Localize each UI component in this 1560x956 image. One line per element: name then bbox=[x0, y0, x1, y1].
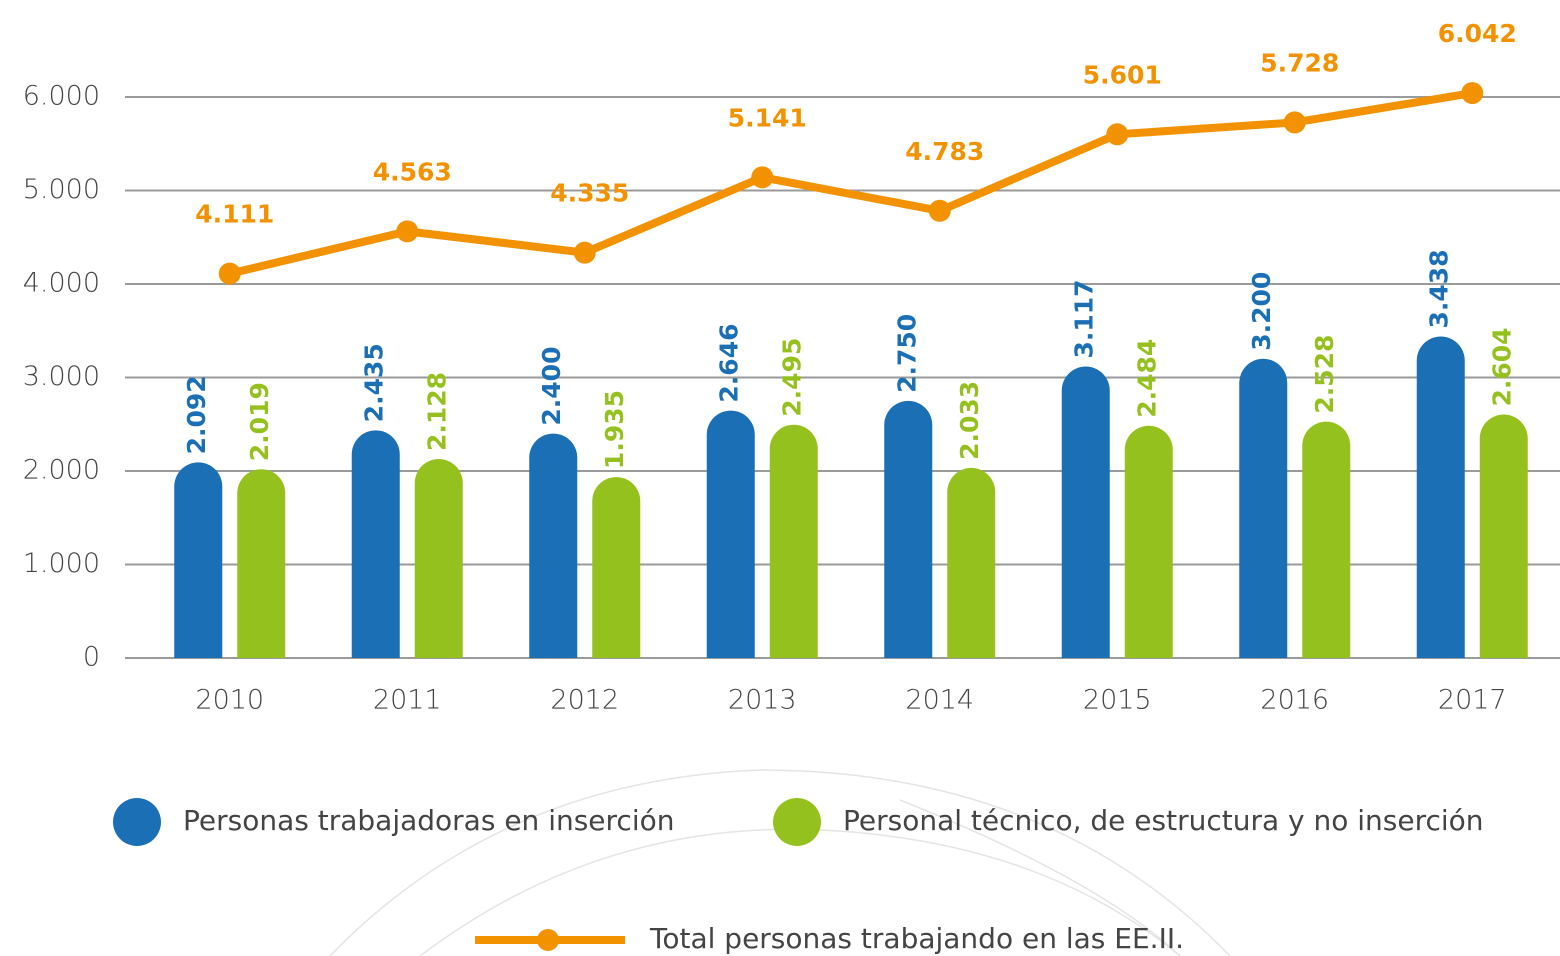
value-label: 2.604 bbox=[1488, 327, 1517, 406]
bar bbox=[237, 469, 285, 658]
bar bbox=[529, 434, 577, 658]
x-tick-label: 2012 bbox=[550, 685, 619, 716]
value-label: 5.728 bbox=[1260, 48, 1339, 77]
value-label: 3.200 bbox=[1247, 272, 1276, 351]
value-label: 2.092 bbox=[182, 375, 211, 454]
x-tick-label: 2011 bbox=[373, 685, 442, 716]
value-label: 2.128 bbox=[423, 372, 452, 451]
legend-label: Personal técnico, de estructura y no ins… bbox=[843, 804, 1484, 837]
value-label: 2.495 bbox=[778, 338, 807, 417]
value-label: 2.484 bbox=[1133, 339, 1162, 418]
legend-label: Total personas trabajando en las EE.II. bbox=[649, 922, 1184, 955]
y-tick-label: 2.000 bbox=[23, 455, 100, 486]
value-label: 2.750 bbox=[892, 314, 921, 393]
line-marker bbox=[751, 166, 773, 188]
line-marker bbox=[396, 220, 418, 242]
y-tick-label: 5.000 bbox=[23, 174, 100, 205]
line-marker bbox=[219, 263, 241, 285]
value-label: 4.783 bbox=[905, 137, 984, 166]
x-tick-label: 2015 bbox=[1083, 685, 1152, 716]
value-label: 4.111 bbox=[195, 200, 274, 229]
x-tick-label: 2010 bbox=[195, 685, 264, 716]
chart: 0 1.000 2.000 3.000 4.000 5.000 6.000 2010 2011 2… bbox=[0, 0, 1560, 956]
line-marker bbox=[1461, 82, 1483, 104]
legend-marker bbox=[113, 798, 161, 846]
bar bbox=[1480, 415, 1528, 658]
bar bbox=[947, 468, 995, 658]
bar bbox=[352, 430, 400, 658]
value-label: 3.438 bbox=[1425, 249, 1454, 328]
bar bbox=[592, 477, 640, 658]
bar bbox=[707, 411, 755, 658]
y-tick-label: 6.000 bbox=[23, 81, 100, 112]
bar bbox=[415, 459, 463, 658]
value-label: 4.335 bbox=[550, 179, 629, 208]
line-marker bbox=[929, 200, 951, 222]
value-label: 2.435 bbox=[360, 343, 389, 422]
bar bbox=[770, 425, 818, 658]
y-tick-label: 0 bbox=[83, 642, 100, 673]
bar bbox=[1125, 426, 1173, 658]
bar bbox=[884, 401, 932, 658]
value-label: 5.601 bbox=[1083, 60, 1162, 89]
legend-marker bbox=[537, 929, 559, 951]
value-label: 6.042 bbox=[1438, 19, 1517, 48]
line-marker bbox=[1284, 111, 1306, 133]
value-label: 2.646 bbox=[715, 324, 744, 403]
value-label: 2.019 bbox=[245, 382, 274, 461]
bar bbox=[1417, 337, 1465, 658]
x-tick-label: 2016 bbox=[1260, 685, 1329, 716]
value-label: 4.563 bbox=[373, 157, 452, 186]
value-label: 1.935 bbox=[600, 390, 629, 469]
value-label: 2.528 bbox=[1310, 335, 1339, 414]
bar bbox=[1239, 359, 1287, 658]
legend-label: Personas trabajadoras en inserción bbox=[183, 804, 674, 837]
legend-marker bbox=[773, 798, 821, 846]
x-tick-label: 2017 bbox=[1438, 685, 1507, 716]
value-label: 2.033 bbox=[955, 381, 984, 460]
value-label: 5.141 bbox=[728, 103, 807, 132]
line-marker bbox=[574, 242, 596, 264]
bar bbox=[174, 462, 222, 658]
y-tick-label: 4.000 bbox=[23, 268, 100, 299]
line-marker bbox=[1106, 123, 1128, 145]
y-tick-label: 3.000 bbox=[23, 361, 100, 392]
value-label: 2.400 bbox=[537, 347, 566, 426]
bar bbox=[1302, 422, 1350, 658]
x-tick-label: 2013 bbox=[728, 685, 797, 716]
value-label: 3.117 bbox=[1070, 279, 1099, 358]
y-tick-label: 1.000 bbox=[23, 548, 100, 579]
bar bbox=[1062, 367, 1110, 658]
x-tick-label: 2014 bbox=[905, 685, 974, 716]
